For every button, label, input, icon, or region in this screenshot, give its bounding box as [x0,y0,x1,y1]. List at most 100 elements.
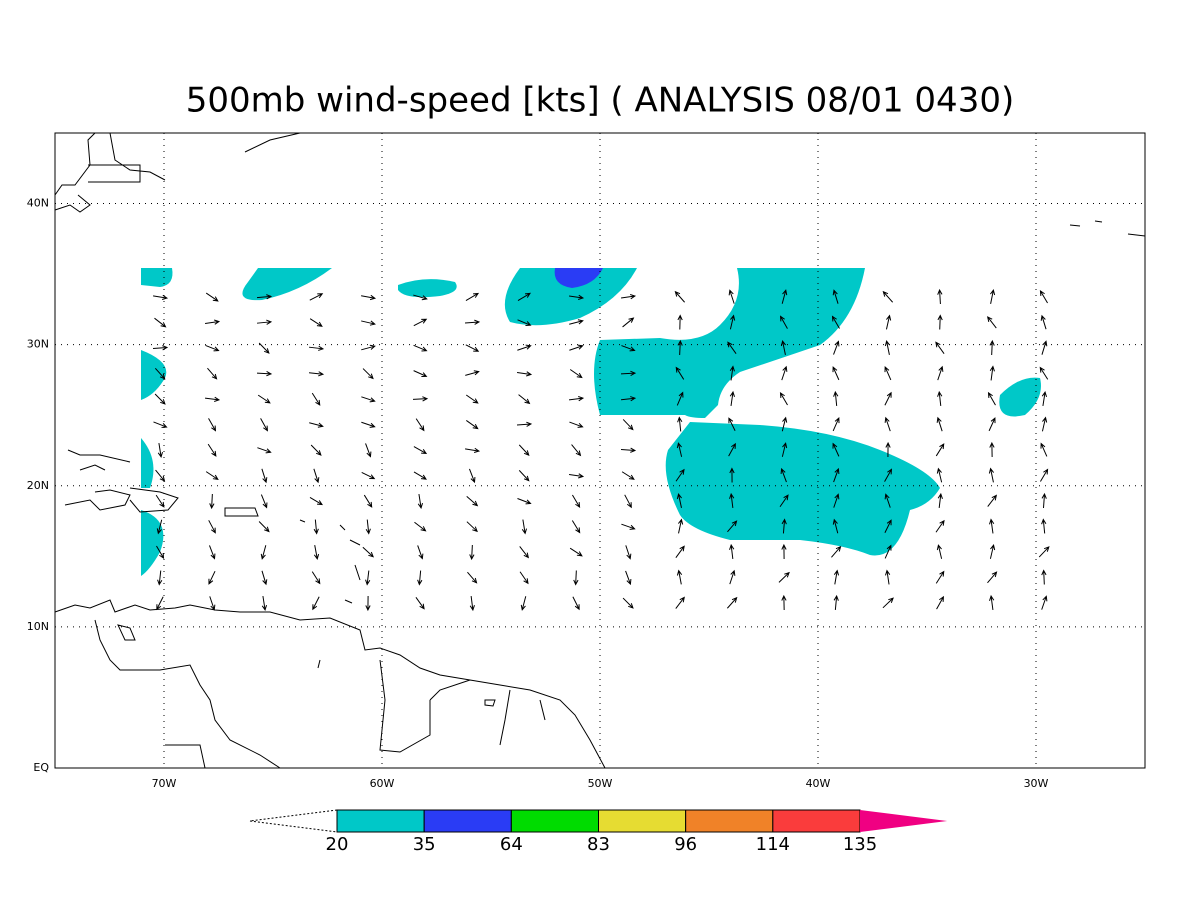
wind-arrow [361,471,376,480]
colorbar-label: 20 [326,834,349,855]
y-tick-label: 20N [27,479,49,492]
wind-arrow [781,289,788,304]
wind-arrow [625,570,632,586]
colorbar-high-end [860,810,948,832]
wind-arrow [677,339,683,356]
colorbar: 20 35 64 83 96 114 135 [249,809,948,855]
wind-arrow [833,390,839,407]
wind-arrow [1038,546,1050,558]
wind-arrow [465,292,480,301]
wind-arrow [517,292,531,302]
wind-arrow [261,468,268,484]
x-tick-label: 60W [370,777,395,790]
shade-region [398,279,457,298]
colorbar-label: 83 [587,834,610,855]
colorbar-segment [685,809,774,833]
wind-arrow [1041,518,1047,534]
wind-arrow [622,317,635,328]
wind-arrow [884,340,891,355]
wind-arrow [465,344,480,352]
wind-arrow [935,570,945,584]
wind-arrow [209,493,215,510]
wind-arrow [417,570,423,586]
wind-arrow [988,417,996,432]
shade-region [999,377,1041,417]
wind-arrow [884,391,892,406]
wind-arrow [519,546,530,559]
wind-arrow [467,571,478,584]
wind-arrow [573,570,579,586]
wind-arrow [517,319,532,326]
wind-arrow [309,422,324,428]
wind-arrow [779,391,788,406]
wind-arrow [831,545,842,558]
wind-arrow [417,494,424,510]
wind-arrow [260,418,268,432]
wind-arrow [885,314,892,330]
wind-arrow [518,470,530,482]
wind-arrow [256,319,273,325]
wind-arrow [1039,366,1049,380]
colorbar-label: 135 [843,834,877,855]
coastline [54,599,606,769]
wind-arrow [987,494,997,507]
wind-arrow [621,523,636,530]
wind-arrow [729,467,735,483]
wind-arrow [620,396,637,402]
wind-arrow [155,494,165,508]
wind-arrow [728,289,735,304]
wind-arrow [413,294,428,301]
wind-arrow [675,596,685,609]
wind-arrow [726,596,738,609]
wind-arrow [466,420,479,430]
wind-arrow [208,570,216,585]
wind-arrow [729,543,735,560]
wind-arrow [884,416,891,432]
wind-arrow [781,594,787,611]
wind-arrow [469,595,475,612]
wind-arrow [154,367,166,380]
wind-arrow [936,467,943,483]
wind-arrow [256,294,273,300]
wind-arrow [572,596,580,611]
wind-arrow [365,595,371,612]
wind-arrow [986,316,997,329]
wind-arrow [362,368,374,380]
wind-arrow [937,314,943,330]
wind-arrow [518,394,531,405]
wind-arrow [313,468,320,484]
wind-arrow [1041,595,1048,610]
wind-arrow [676,569,683,585]
wind-arrow [521,519,528,535]
wind-arrow [260,545,267,560]
wind-arrow [361,294,377,301]
shade-region [141,438,154,488]
wind-arrow [780,340,787,355]
wind-arrow [989,594,995,611]
wind-arrow [313,545,320,561]
wind-arrow [517,498,532,505]
wind-arrow [781,543,787,560]
wind-arrow [729,569,736,585]
colorbar-segment [510,809,600,833]
wind-arrow [414,521,427,532]
wind-arrow [569,421,584,428]
wind-arrow [361,421,376,428]
wind-arrow [569,294,585,300]
shade-region-strong [554,268,603,288]
wind-arrow [520,596,527,611]
wind-arrow [156,545,165,560]
wind-arrow [154,393,166,405]
wind-arrow [309,318,323,327]
wind-arrow [257,447,272,454]
wind-arrow [832,289,839,304]
x-tick-label: 50W [588,777,613,790]
wind-arrow [1041,416,1048,432]
wind-arrow [207,443,217,457]
wind-arrow [675,545,685,558]
wind-arrow [884,569,891,585]
wind-arrow [987,391,996,406]
wind-arrow [205,471,219,480]
wind-arrow [516,421,533,427]
